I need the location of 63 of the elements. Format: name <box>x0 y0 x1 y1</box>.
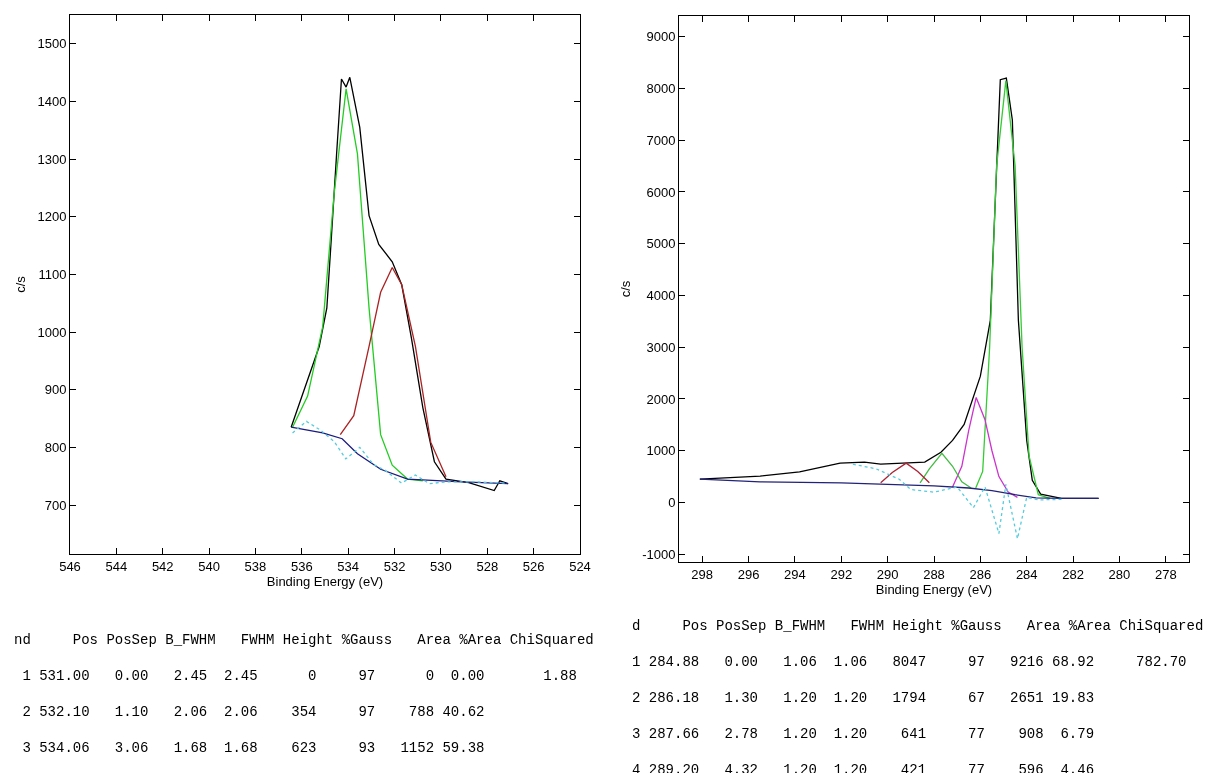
x-tick-label: 296 <box>737 566 760 582</box>
text: 3 287.66 2.78 1.20 1.20 641 77 908 6.79 <box>632 726 1095 742</box>
y-axis-title: c/s <box>13 275 29 293</box>
line-series <box>919 452 972 489</box>
line-series <box>339 266 447 478</box>
x-tick-label: 294 <box>784 566 806 582</box>
x-tick-label: 530 <box>430 558 452 574</box>
line-series <box>699 478 1100 499</box>
text: 1 531.00 0.00 2.45 2.45 0 97 0 0.00 1.88 <box>14 668 577 684</box>
x-axis-title: Binding Energy (eV) <box>875 581 993 597</box>
text: d Pos PosSep B_FWHM FWHM Height %Gauss Area %Area ChiSquared <box>632 618 1204 634</box>
y-tick-label: 2000 <box>646 391 676 407</box>
y-tick-label: 800 <box>44 439 67 455</box>
text: nd Pos PosSep B_FWHM FWHM Height %Gauss Area %Area ChiSquared <box>14 632 594 648</box>
line-series <box>290 76 509 492</box>
line-series <box>852 463 1063 540</box>
line-series <box>880 462 931 484</box>
y-tick-label: 1000 <box>37 324 67 340</box>
x-tick-label: 524 <box>569 558 591 574</box>
text: 2 532.10 1.10 2.06 2.06 354 97 788 40.62 <box>14 704 485 720</box>
x-axis-title: Binding Energy (eV) <box>266 573 384 589</box>
y-tick-label: 9000 <box>646 29 676 45</box>
x-tick-label: 286 <box>969 566 992 582</box>
line-series <box>951 396 1019 498</box>
x-tick-label: 284 <box>1015 566 1038 582</box>
x-tick-label: 526 <box>522 558 545 574</box>
text: 1 284.88 0.00 1.06 1.06 8047 97 9216 68.92 782.70 <box>632 654 1187 670</box>
x-tick-label: 528 <box>476 558 499 574</box>
y-tick-label: 900 <box>44 382 67 398</box>
line-series <box>291 88 424 482</box>
y-tick-label: 0 <box>668 495 676 511</box>
y-tick-label: 1100 <box>38 266 67 282</box>
y-tick-label: 3000 <box>646 339 676 355</box>
x-tick-label: 532 <box>383 558 406 574</box>
x-tick-label: 298 <box>691 566 714 582</box>
x-tick-label: 280 <box>1108 566 1131 582</box>
x-tick-label: 538 <box>244 558 267 574</box>
x-tick-label: 542 <box>151 558 174 574</box>
y-tick-label: 1000 <box>646 443 676 459</box>
x-tick-label: 544 <box>105 558 128 574</box>
y-tick-label: 7000 <box>646 132 676 148</box>
y-tick-label: 8000 <box>646 81 676 96</box>
y-tick-label: 1200 <box>37 209 67 225</box>
x-tick-label: 282 <box>1062 566 1084 582</box>
y-tick-label: 1300 <box>37 151 67 167</box>
x-tick-label: 540 <box>198 558 220 574</box>
y-tick-label: 6000 <box>646 184 676 200</box>
x-tick-label: 278 <box>1154 566 1177 582</box>
y-axis-title: c/s <box>618 280 634 298</box>
y-tick-label: 700 <box>44 497 67 513</box>
x-tick-label: 290 <box>876 566 899 582</box>
x-tick-label: 292 <box>830 566 853 582</box>
x-tick-label: 536 <box>290 558 313 574</box>
x-tick-label: 288 <box>923 566 945 582</box>
y-tick-label: 1500 <box>37 36 67 52</box>
x-tick-label: 534 <box>337 558 360 574</box>
y-tick-label: 1400 <box>37 94 67 110</box>
text: 2 286.18 1.30 1.20 1.20 1794 67 2651 19.83 <box>632 690 1095 706</box>
y-tick-label: 5000 <box>646 236 676 252</box>
x-tick-label: 546 <box>59 558 81 574</box>
y-tick-label: 4000 <box>646 288 676 304</box>
y-tick-label: -1000 <box>642 546 676 562</box>
text: 3 534.06 3.06 1.68 1.68 623 93 1152 59.38 <box>14 740 485 756</box>
